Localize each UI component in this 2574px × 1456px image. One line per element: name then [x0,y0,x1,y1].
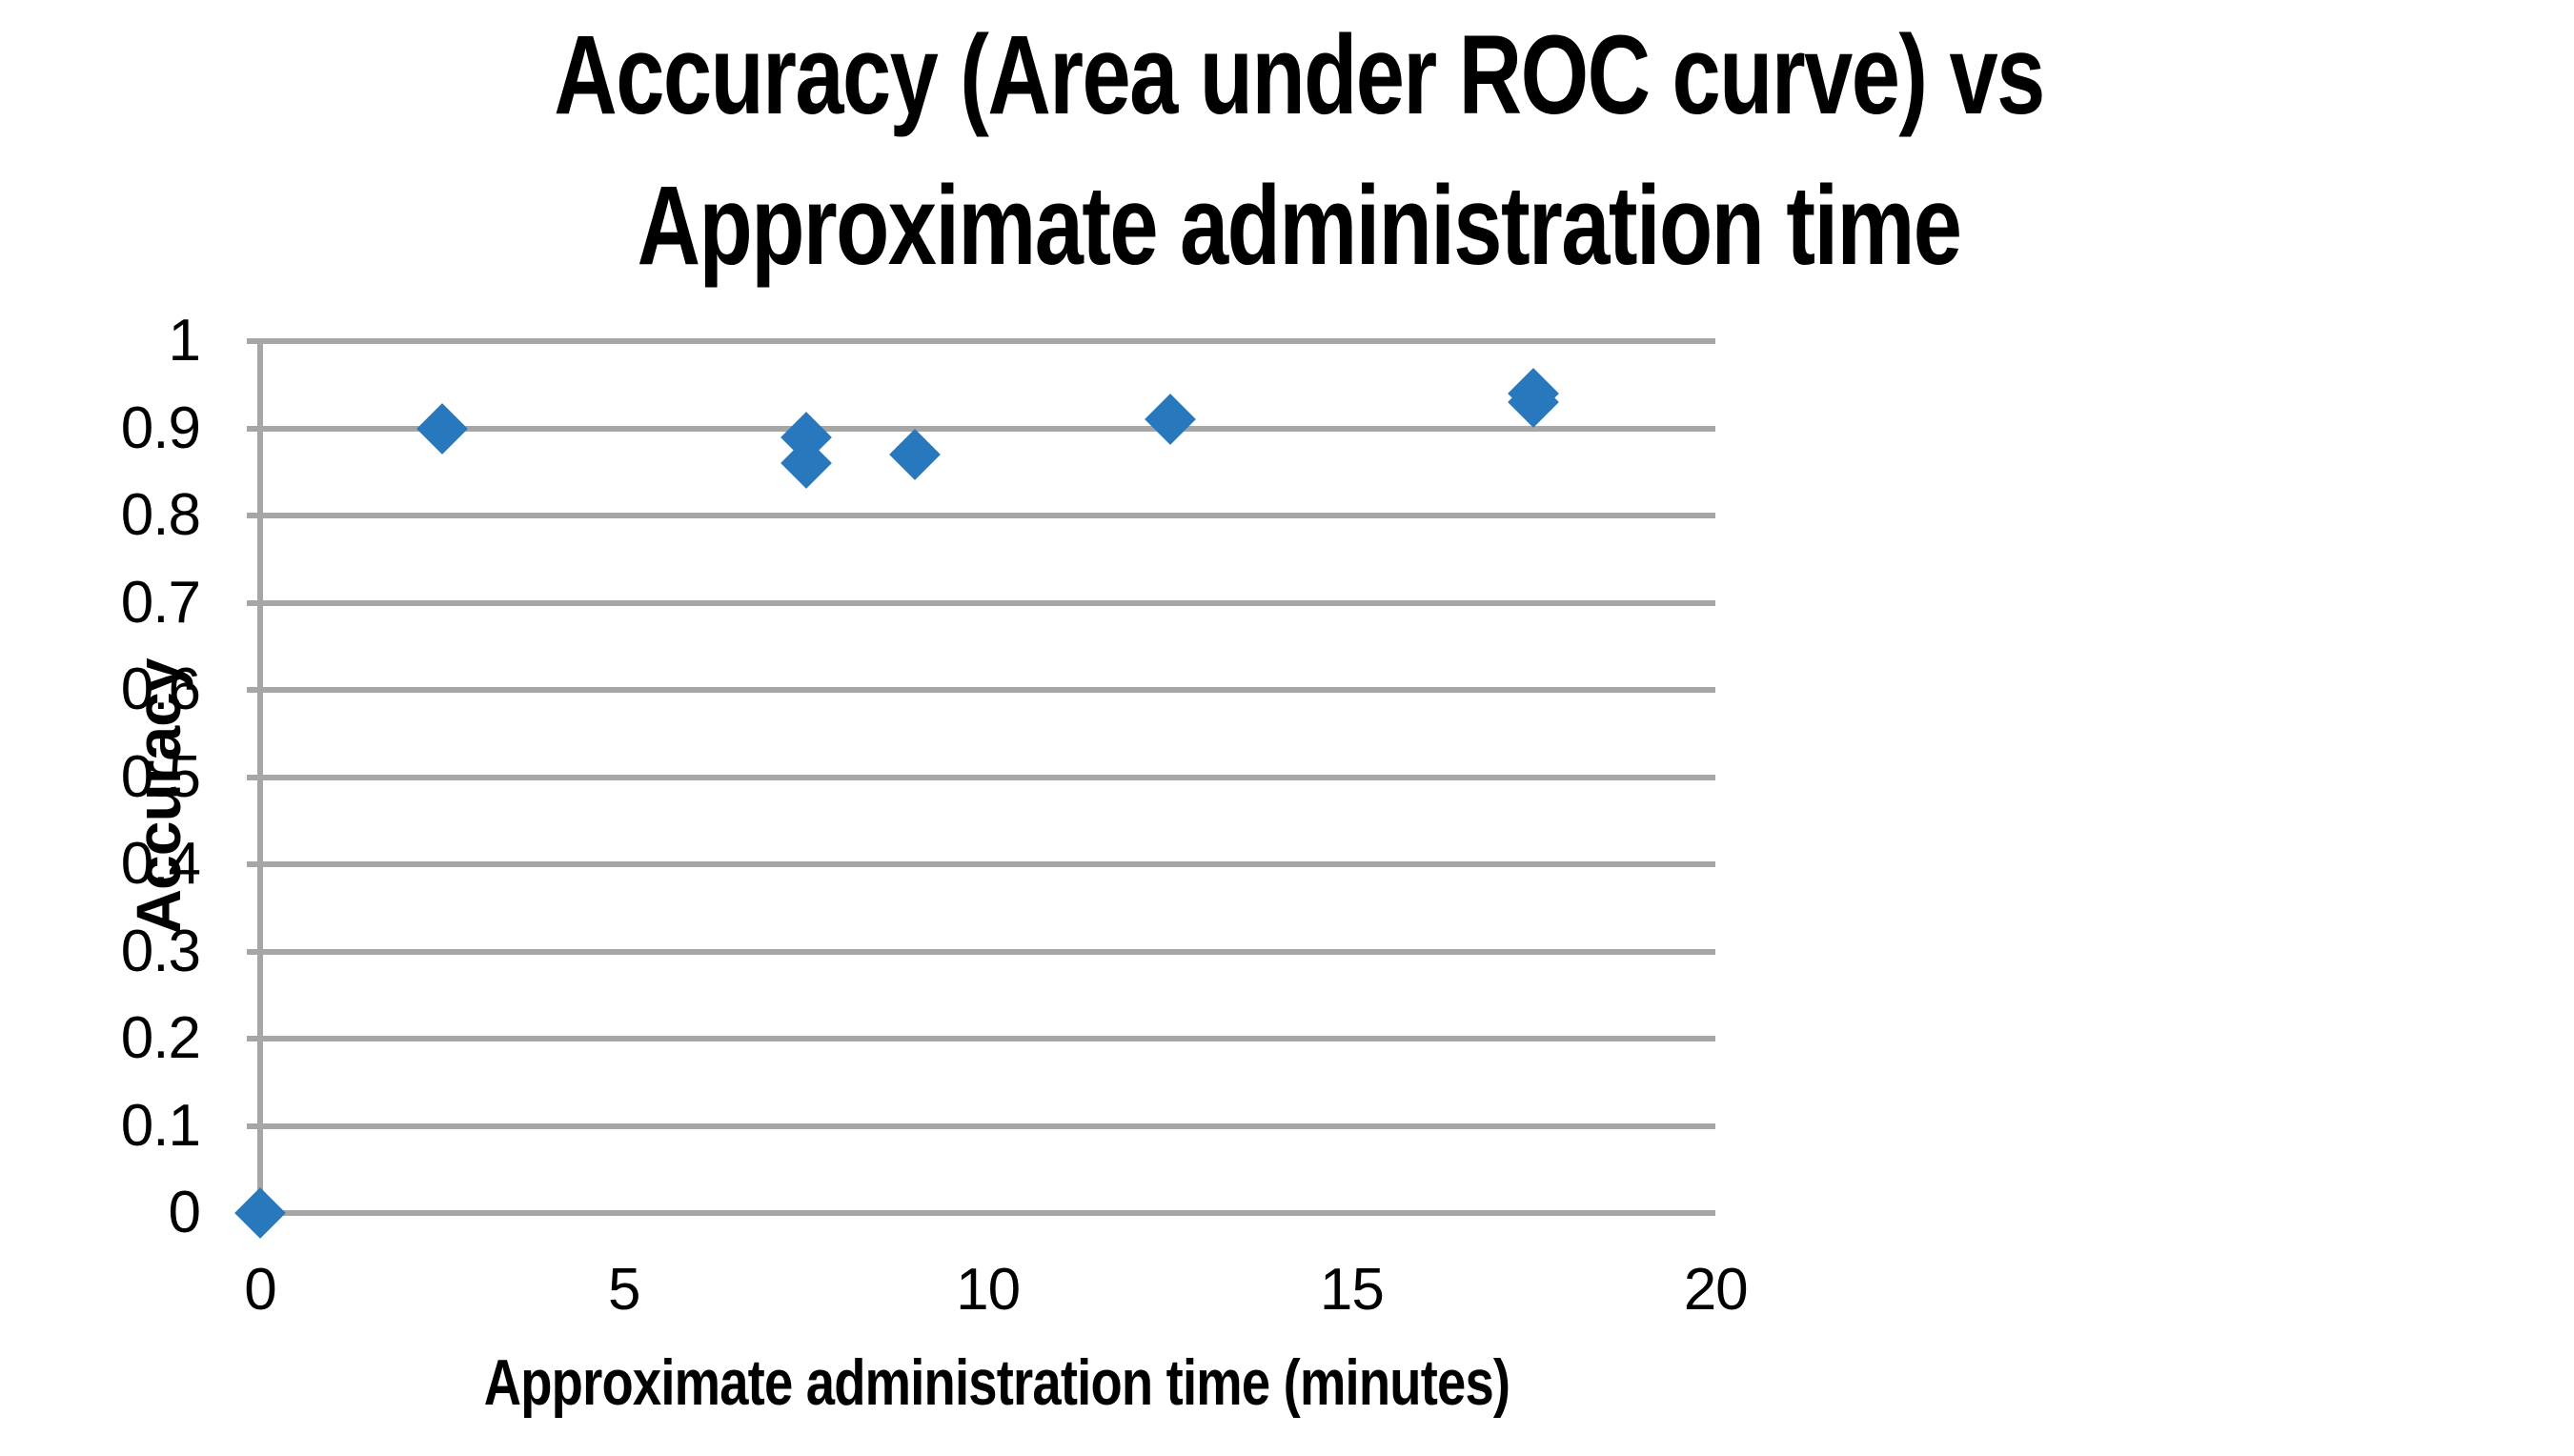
legend: Accuracy (Area under ROC curve) vs Appro… [1834,762,2574,1163]
x-tick-label: 10 [956,1257,1021,1323]
data-point-marker [416,402,468,455]
y-tick-label: 0.6 [120,657,201,722]
chart-title: Accuracy (Area under ROC curve) vs Appro… [543,0,2056,301]
x-tick-label: 0 [244,1257,276,1323]
gridline [247,338,1715,344]
y-tick-label: 0.7 [120,569,201,636]
chart-title-line-2: Approximate administration time [637,163,1962,289]
data-point-marker [1144,394,1196,446]
x-tick-label: 20 [1683,1257,1749,1323]
data-point-marker [889,429,942,480]
gridline [247,1122,1715,1129]
y-tick-label: 0.8 [120,482,201,548]
gridline [247,1210,1715,1216]
y-tick-label: 0.1 [120,1092,201,1159]
y-tick-label: 0.9 [120,394,201,461]
x-axis-title: Approximate administration time (minutes… [483,1346,1510,1419]
y-tick-label: 0.2 [120,1005,201,1071]
gridline [247,687,1715,693]
y-axis-line [257,338,263,1216]
gridline [247,774,1715,780]
y-tick-label: 0.4 [120,831,201,897]
y-tick-label: 1 [168,308,201,374]
y-tick-label: 0.5 [120,743,201,810]
gridline [247,1036,1715,1041]
x-tick-label: 5 [608,1257,640,1323]
y-tick-label: 0.3 [120,918,201,984]
gridline [247,425,1715,432]
data-point-marker [234,1187,286,1239]
chart-title-line-1: Accuracy (Area under ROC curve) vs [554,12,2045,138]
gridline [247,948,1715,955]
x-tick-label: 15 [1319,1257,1385,1323]
data-point-marker [1508,368,1560,419]
y-tick-label: 0 [168,1180,201,1245]
gridline [247,861,1715,867]
gridline [247,513,1715,518]
gridline [247,599,1715,606]
